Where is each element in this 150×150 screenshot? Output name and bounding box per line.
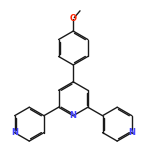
Text: N: N (70, 111, 77, 120)
Text: N: N (128, 128, 135, 137)
Text: N: N (11, 128, 18, 137)
Text: O: O (70, 14, 77, 23)
